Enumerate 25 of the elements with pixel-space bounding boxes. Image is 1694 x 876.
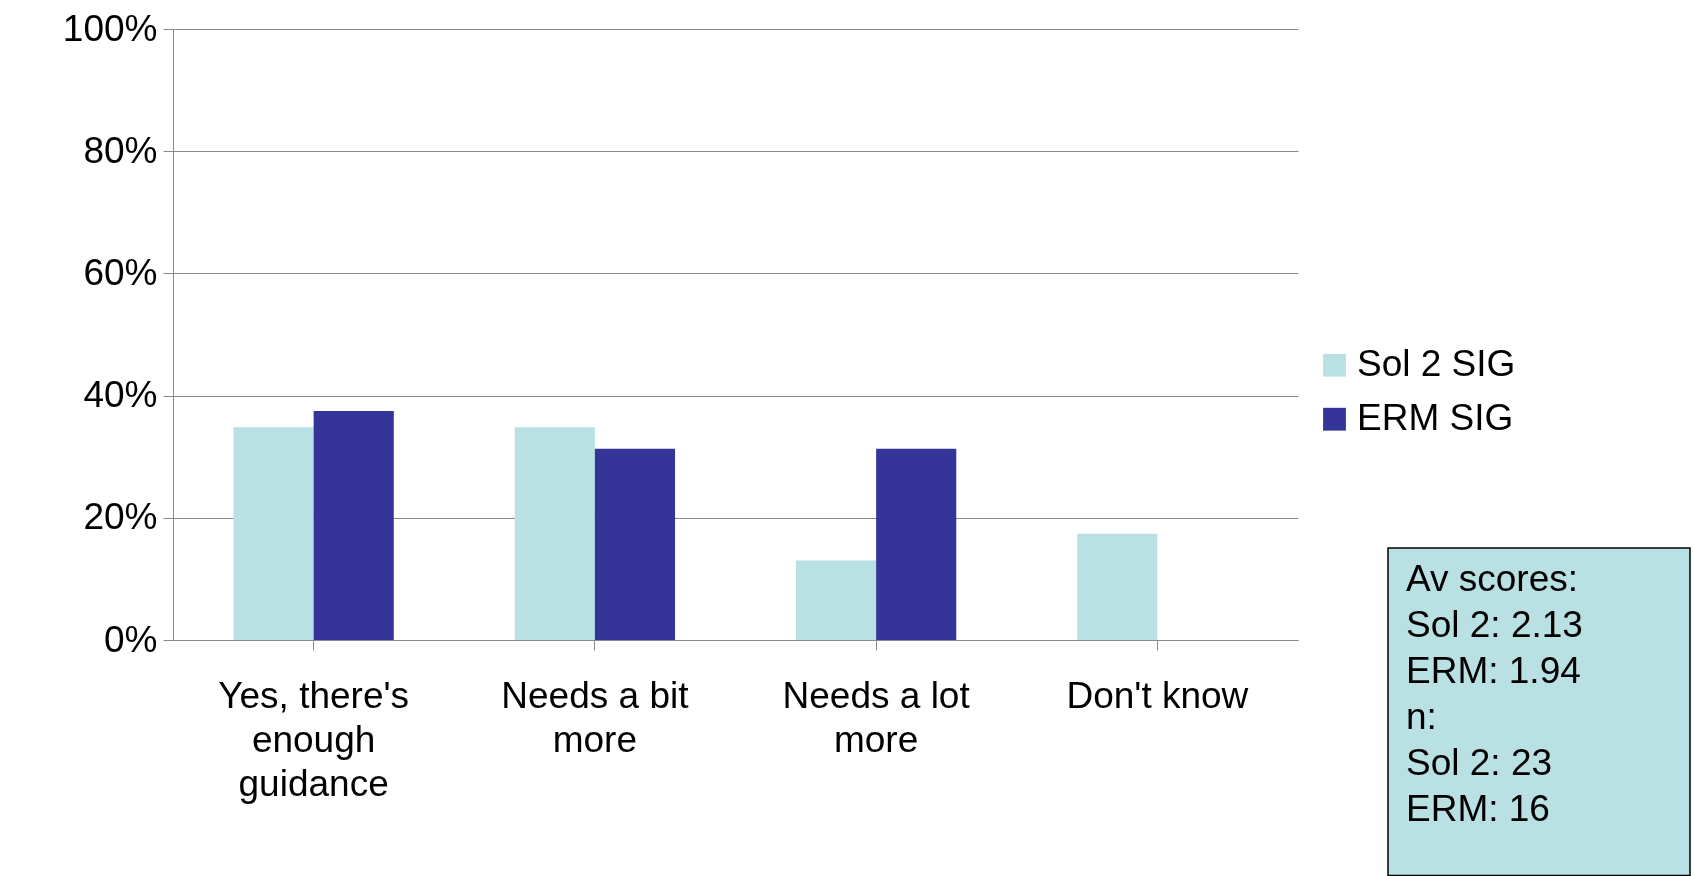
x-tick-label: Needs a lot more [782,674,971,760]
bar [594,448,676,640]
text: ERM: 16 [1406,788,1550,829]
bar [514,427,595,640]
y-tick-label: 80% [83,129,158,171]
y-tick-label: 100% [62,7,158,49]
legend-label: Sol 2 SIG [1357,343,1516,385]
x-tick-label: Needs a bit more [501,674,690,760]
text: ERM: 1.94 [1406,650,1581,691]
text: Sol 2: 23 [1406,742,1553,783]
bar [876,448,957,640]
legend-label: ERM SIG [1357,397,1514,439]
bar [795,560,877,640]
x-tick-label: Yes, there's enough guidance [218,674,410,804]
bar [233,427,314,640]
y-tick-label: 20% [83,496,158,538]
y-tick-label: 60% [83,251,158,293]
y-tick-label: 40% [83,374,158,416]
text: Sol 2: 2.13 [1406,604,1583,645]
text: n: [1406,696,1437,737]
text: Av scores: [1406,558,1579,599]
bar [1077,533,1158,640]
x-tick-label: Don't know [1066,674,1249,716]
y-tick-label: 0% [104,618,158,660]
bar [313,410,394,640]
